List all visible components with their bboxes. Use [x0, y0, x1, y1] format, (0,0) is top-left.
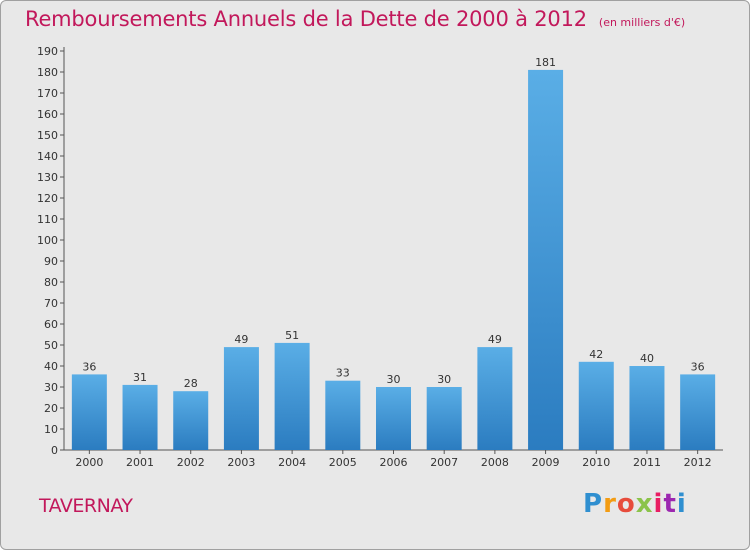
y-tick-label: 150 — [37, 129, 58, 142]
bar-value-label: 33 — [336, 367, 350, 380]
bar — [528, 69, 564, 451]
y-tick-label: 50 — [44, 339, 58, 352]
bar-value-label: 42 — [589, 348, 603, 361]
proxiti-logo: Proxiti — [583, 489, 687, 519]
bar-value-label: 30 — [437, 373, 451, 386]
bar-value-label: 49 — [488, 333, 502, 346]
y-tick-label: 110 — [37, 213, 58, 226]
bar — [629, 366, 665, 450]
y-tick-label: 40 — [44, 360, 58, 373]
bar — [325, 380, 361, 450]
bar — [274, 342, 310, 450]
x-tick-label: 2001 — [126, 456, 154, 469]
bar — [173, 391, 209, 450]
x-tick-label: 2000 — [75, 456, 103, 469]
bar-value-label: 30 — [387, 373, 401, 386]
y-tick-label: 170 — [37, 87, 58, 100]
x-tick-label: 2008 — [481, 456, 509, 469]
bar-value-label: 36 — [691, 360, 705, 373]
x-tick-label: 2007 — [430, 456, 458, 469]
y-tick-label: 140 — [37, 150, 58, 163]
x-tick-label: 2010 — [582, 456, 610, 469]
x-tick-label: 2004 — [278, 456, 306, 469]
chart-title: Remboursements Annuels de la Dette de 20… — [25, 7, 685, 31]
y-tick-label: 80 — [44, 276, 58, 289]
bar-value-label: 49 — [234, 333, 248, 346]
x-tick-label: 2002 — [177, 456, 205, 469]
y-tick-label: 20 — [44, 402, 58, 415]
axis-layer: 0 10 20 30 40 50 60 70 80 90 100 110 120 130 140 150 160… — [37, 45, 723, 457]
y-tick-label: 180 — [37, 66, 58, 79]
bar — [223, 347, 259, 450]
bar — [71, 374, 107, 450]
y-tick-label: 70 — [44, 297, 58, 310]
chart-title-unit: (en milliers d'€) — [598, 16, 686, 29]
commune-name: TAVERNAY — [39, 495, 133, 517]
x-tick-label: 2003 — [227, 456, 255, 469]
y-tick-label: 160 — [37, 108, 58, 121]
bar — [477, 347, 513, 450]
y-tick-label: 120 — [37, 192, 58, 205]
y-tick-label: 30 — [44, 381, 58, 394]
label-layer: 36 2000 31 2001 28 2002 49 2003 51 2004 33 2005 30 20… — [75, 56, 711, 469]
x-tick-label: 2006 — [380, 456, 408, 469]
bar-layer — [71, 69, 716, 451]
bar — [680, 374, 716, 450]
y-tick-label: 100 — [37, 234, 58, 247]
x-tick-label: 2005 — [329, 456, 357, 469]
bar — [426, 387, 462, 450]
x-tick-label: 2009 — [532, 456, 560, 469]
chart-title-main: Remboursements Annuels de la Dette de 20… — [25, 7, 587, 31]
bar-value-label: 36 — [82, 360, 96, 373]
x-tick-label: 2012 — [684, 456, 712, 469]
bar-value-label: 40 — [640, 352, 654, 365]
bar — [376, 387, 411, 450]
y-tick-label: 90 — [44, 255, 58, 268]
y-tick-label: 190 — [37, 45, 58, 58]
y-tick-label: 130 — [37, 171, 58, 184]
bar-value-label: 31 — [133, 371, 147, 384]
y-tick-label: 60 — [44, 318, 58, 331]
bar-value-label: 51 — [285, 329, 299, 342]
bar-value-label: 181 — [535, 56, 556, 69]
bar — [122, 384, 158, 450]
bar — [578, 361, 614, 450]
bar-value-label: 28 — [184, 377, 198, 390]
y-tick-label: 0 — [51, 444, 58, 457]
x-tick-label: 2011 — [633, 456, 661, 469]
y-tick-label: 10 — [44, 423, 58, 436]
